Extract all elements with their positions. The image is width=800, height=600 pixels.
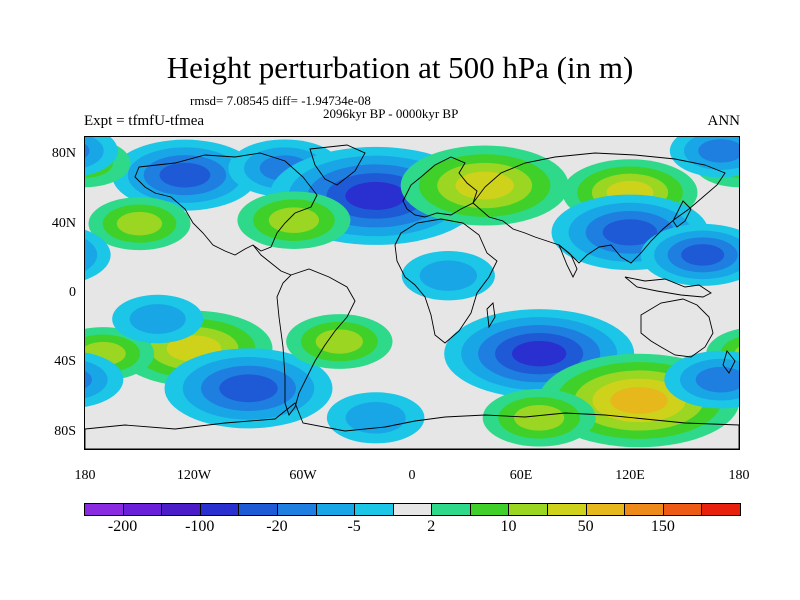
contour-fill-layer bbox=[85, 137, 739, 448]
lat-label-80s: 80S bbox=[54, 423, 76, 439]
colorbar-cell bbox=[662, 503, 703, 516]
colorbar-label: 50 bbox=[577, 518, 594, 535]
coastline-japan bbox=[672, 200, 692, 228]
plot-title: Height perturbation at 500 hPa (in m) bbox=[166, 50, 634, 85]
contour-band bbox=[129, 304, 186, 334]
contour-band bbox=[345, 402, 406, 434]
contour-band bbox=[219, 374, 278, 403]
contour-band bbox=[85, 361, 108, 399]
coastline-new-zealand bbox=[722, 350, 736, 374]
lon-label-60e: 60E bbox=[509, 468, 533, 483]
coastline-south-america bbox=[276, 268, 356, 416]
colorbar-label: 2 bbox=[427, 518, 436, 535]
lon-label-120w: 120W bbox=[176, 468, 212, 483]
contour-band bbox=[512, 340, 567, 367]
contour-band bbox=[85, 370, 92, 389]
contour-band bbox=[315, 329, 363, 354]
colorbar-cell bbox=[354, 503, 394, 516]
colorbar-cell bbox=[315, 503, 356, 516]
lat-label-equator: 0 bbox=[69, 285, 76, 300]
lon-label-180e: 180 bbox=[728, 468, 750, 483]
coastline-africa bbox=[394, 218, 498, 344]
contour-band bbox=[698, 139, 739, 163]
colorbar-cell bbox=[238, 503, 278, 516]
colorbar-cell bbox=[84, 503, 124, 516]
rmsd-stats: rmsd= 7.08545 diff= -1.94734e-08 bbox=[190, 93, 371, 108]
coastline-north-america bbox=[134, 152, 318, 256]
colorbar bbox=[84, 503, 741, 516]
colorbar-cell bbox=[392, 503, 433, 516]
contour-band bbox=[602, 219, 658, 246]
colorbar-label: -5 bbox=[347, 518, 361, 535]
coastlines bbox=[85, 144, 739, 449]
experiment-label: Expt = tfmfU-tfmea bbox=[84, 113, 205, 129]
coastline-antarctica bbox=[85, 402, 739, 449]
coastline-central-america bbox=[252, 244, 292, 276]
lon-label-60w: 60W bbox=[289, 468, 317, 483]
contour-map bbox=[85, 137, 739, 449]
lat-label-40n: 40N bbox=[51, 215, 76, 231]
colorbar-cell bbox=[161, 503, 201, 516]
contour-band bbox=[610, 387, 668, 414]
map-panel bbox=[84, 136, 740, 450]
coastline-madagascar bbox=[486, 302, 496, 329]
contour-band bbox=[85, 143, 90, 158]
coastline-australia bbox=[640, 298, 714, 358]
contour-band bbox=[455, 171, 514, 200]
colorbar-label: -100 bbox=[185, 518, 215, 535]
contour-band bbox=[85, 137, 104, 168]
colorbar-cell bbox=[701, 503, 741, 516]
colorbar-label: 150 bbox=[650, 518, 675, 535]
lon-label-0: 0 bbox=[408, 468, 416, 483]
contour-band bbox=[116, 211, 163, 236]
contour-band bbox=[695, 366, 739, 393]
coastline-greenland bbox=[309, 144, 366, 186]
lat-label-40s: 40S bbox=[54, 354, 76, 370]
colorbar-label: -200 bbox=[107, 518, 138, 535]
lon-label-120e: 120E bbox=[615, 468, 645, 483]
colorbar-label: -20 bbox=[266, 518, 288, 535]
contour-band bbox=[514, 405, 565, 431]
colorbar-cell bbox=[431, 503, 471, 516]
coastline-europe bbox=[402, 156, 478, 218]
contour-band bbox=[345, 181, 406, 210]
contour-band bbox=[268, 207, 320, 233]
coastline-india bbox=[558, 244, 578, 279]
colorbar-cell bbox=[585, 503, 626, 516]
lon-label-180w: 180 bbox=[74, 468, 96, 483]
contour-band bbox=[85, 238, 98, 271]
season-label: ANN bbox=[707, 113, 741, 129]
lat-label-80n: 80N bbox=[51, 146, 76, 162]
colorbar-cell bbox=[469, 503, 510, 516]
contour-band bbox=[159, 162, 211, 188]
colorbar-label: 10 bbox=[500, 518, 517, 535]
contour-band bbox=[681, 244, 725, 266]
colorbar-cell bbox=[199, 503, 240, 516]
coastline-indonesia bbox=[624, 276, 712, 298]
colorbar-cell bbox=[547, 503, 587, 516]
colorbar-cell bbox=[624, 503, 664, 516]
colorbar-cell bbox=[122, 503, 163, 516]
period-label: 2096kyr BP - 0000kyr BP bbox=[323, 106, 459, 121]
coastline-asia bbox=[472, 152, 726, 264]
contour-band bbox=[85, 229, 111, 280]
colorbar-cell bbox=[276, 503, 317, 516]
contour-band bbox=[419, 260, 478, 291]
colorbar-cell bbox=[508, 503, 549, 516]
